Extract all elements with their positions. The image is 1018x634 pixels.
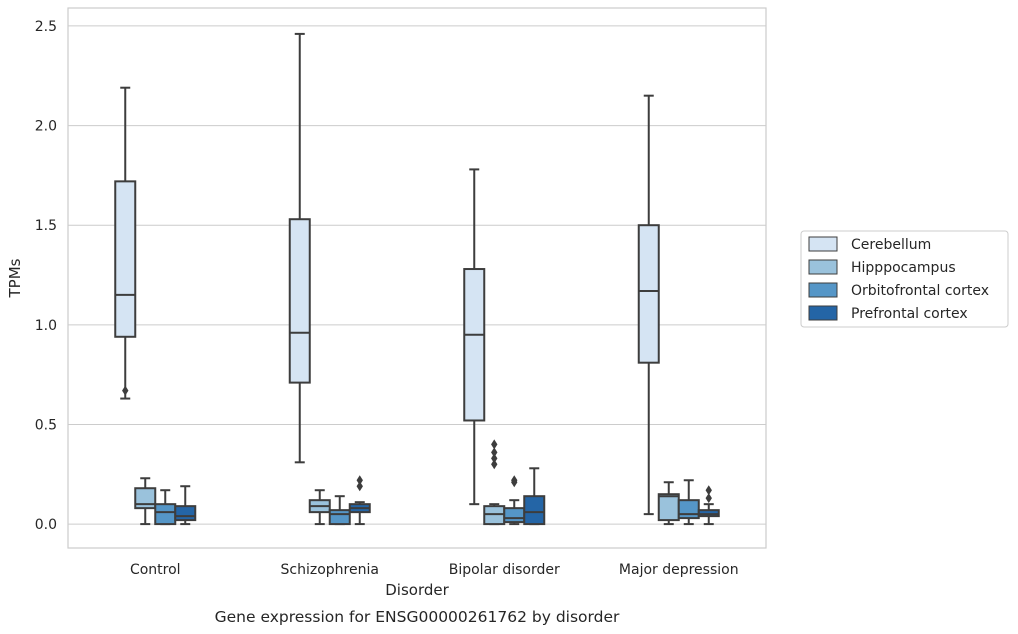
x-tick-label: Bipolar disorder [449, 562, 560, 578]
x-tick-labels: Control Schizophrenia Bipolar disorder Majo… [130, 562, 739, 578]
legend-label: Orbitofrontal cortex [851, 283, 989, 299]
outlier-point [491, 439, 498, 450]
box-group [657, 481, 680, 526]
plot-area [67, 7, 767, 549]
outlier-point [511, 475, 518, 486]
box [174, 505, 197, 522]
box-group [328, 495, 351, 526]
outlier-point [705, 493, 712, 504]
legend-label: Cerebellum [851, 237, 931, 253]
outlier-point [491, 453, 498, 464]
y-tick-label: 1.0 [35, 318, 57, 334]
y-tick-label: 2.0 [35, 119, 57, 135]
y-tick-label: 0.5 [35, 417, 57, 433]
gridlines [68, 25, 766, 525]
box [154, 503, 177, 526]
y-axis-title: TPMs [6, 258, 24, 298]
legend-label: Hipppocampus [851, 260, 956, 276]
x-tick-label: Major depression [619, 562, 739, 578]
box-group [114, 86, 137, 400]
outlier-point [705, 485, 712, 496]
legend-label: Prefrontal cortex [851, 306, 968, 322]
box [637, 224, 660, 364]
box-group [523, 467, 546, 526]
box [503, 507, 526, 524]
boxes [114, 32, 720, 526]
box [288, 218, 311, 384]
box-group [463, 168, 486, 506]
y-tick-label: 2.5 [35, 19, 57, 35]
box-group [308, 489, 331, 526]
box [657, 493, 680, 522]
box-group [134, 477, 157, 526]
box-group [697, 485, 720, 526]
legend-swatch [808, 282, 838, 298]
box [463, 268, 486, 422]
box [523, 495, 546, 526]
outlier-point [491, 459, 498, 470]
legend-swatch [808, 259, 838, 275]
box [677, 499, 700, 520]
x-axis-title: Disorder [385, 581, 449, 599]
x-tick-label: Control [130, 562, 181, 578]
box-group [288, 32, 311, 464]
y-tick-labels: 0.0 0.5 1.0 1.5 2.0 2.5 [35, 19, 57, 533]
box-group [677, 479, 700, 526]
outlier-point [356, 481, 363, 492]
outlier-point [122, 385, 129, 396]
box [114, 180, 137, 338]
box [328, 509, 351, 526]
box-group [348, 475, 371, 526]
x-tick-label: Schizophrenia [281, 562, 379, 578]
box-group [637, 94, 660, 516]
legend-swatch [808, 236, 838, 252]
y-tick-label: 0.0 [35, 517, 57, 533]
legend-frame [800, 230, 1009, 328]
box-group [174, 485, 197, 526]
outlier-point [356, 475, 363, 486]
legend-swatch [808, 305, 838, 321]
legend: Cerebellum Hipppocampus Orbitofrontal cort… [800, 230, 1009, 328]
chart-caption: Gene expression for ENSG00000261762 by d… [215, 608, 620, 626]
y-tick-label: 1.5 [35, 218, 57, 234]
outlier-point [491, 447, 498, 458]
